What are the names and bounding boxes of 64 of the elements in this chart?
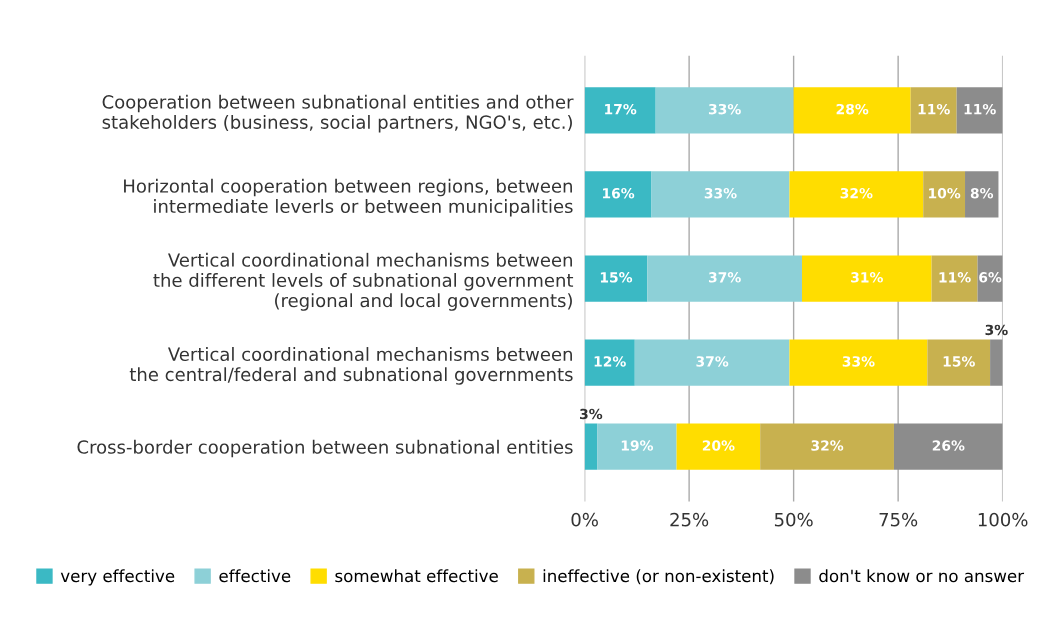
data-label: 26% — [932, 440, 965, 451]
data-label: 28% — [836, 103, 869, 115]
bar — [789, 339, 928, 386]
bar — [893, 423, 1003, 470]
bar — [597, 423, 677, 470]
x-tick-label: 0% — [571, 512, 598, 527]
bar — [965, 171, 999, 218]
legend-label: very effective — [60, 569, 175, 586]
bar — [655, 87, 794, 134]
y-tick-label: Cooperation between subnational entities and other stakeholders (business, social partners, NGO's, etc.) — [102, 94, 574, 133]
bar — [923, 171, 966, 218]
bar — [760, 423, 894, 470]
x-tick-label: 25% — [670, 512, 709, 527]
data-label: 10% — [929, 187, 961, 199]
legend-label: don't know or no answer — [819, 569, 1025, 583]
bar — [647, 255, 802, 302]
y-tick-label: Vertical coordinational mechanisms between the central/federal and subnational governments — [129, 347, 573, 385]
data-label: 8% — [970, 187, 994, 199]
data-label: 33% — [708, 103, 741, 115]
legend-label: ineffective (or non-existent) — [543, 569, 774, 585]
data-label: 32% — [811, 440, 844, 451]
data-label: 11% — [939, 272, 971, 283]
x-tick-label: 100% — [978, 512, 1028, 527]
data-label: 32% — [840, 187, 873, 199]
data-label: 15% — [600, 272, 633, 283]
data-label: 11% — [964, 103, 996, 115]
data-label: 33% — [842, 356, 875, 367]
data-label: 3% — [580, 408, 603, 420]
y-tick-label: Horizontal cooperation between regions, between intermediate leverls or between municipalities — [124, 178, 573, 217]
bar — [956, 87, 1003, 134]
data-label: 6% — [979, 272, 1002, 283]
x-tick-label: 50% — [774, 512, 813, 527]
data-label: 16% — [603, 187, 635, 199]
data-label: 12% — [594, 356, 626, 367]
legend-label: effective — [219, 569, 291, 583]
bar — [584, 171, 652, 218]
bar — [584, 255, 648, 302]
bar — [584, 87, 656, 134]
data-label: 20% — [702, 440, 735, 451]
data-label: 37% — [696, 356, 729, 367]
bar — [634, 339, 790, 386]
y-tick-label: Vertical coordinational mechanisms between the different levels of subnational government (regional and local governments) — [153, 252, 574, 311]
data-label: 37% — [708, 272, 741, 283]
bar — [931, 255, 978, 302]
data-label: 19% — [621, 440, 654, 451]
bar — [789, 171, 924, 218]
y-tick-label: Cross-border cooperation between subnational entities — [77, 439, 573, 458]
data-label: 15% — [943, 356, 975, 367]
data-label: 11% — [918, 103, 950, 115]
bar — [990, 339, 1003, 386]
legend-label: somewhat effective — [335, 569, 498, 583]
x-tick-label: 75% — [879, 512, 918, 527]
data-label: 33% — [704, 187, 737, 199]
data-label: 31% — [851, 272, 883, 283]
bar — [676, 423, 761, 470]
bar — [801, 255, 932, 302]
bar — [910, 87, 957, 134]
data-label: 3% — [985, 324, 1008, 336]
bar — [927, 339, 991, 386]
bar — [584, 339, 635, 386]
data-label: 17% — [605, 103, 637, 115]
bar — [651, 171, 790, 218]
bar — [793, 87, 911, 134]
bar — [584, 423, 598, 470]
